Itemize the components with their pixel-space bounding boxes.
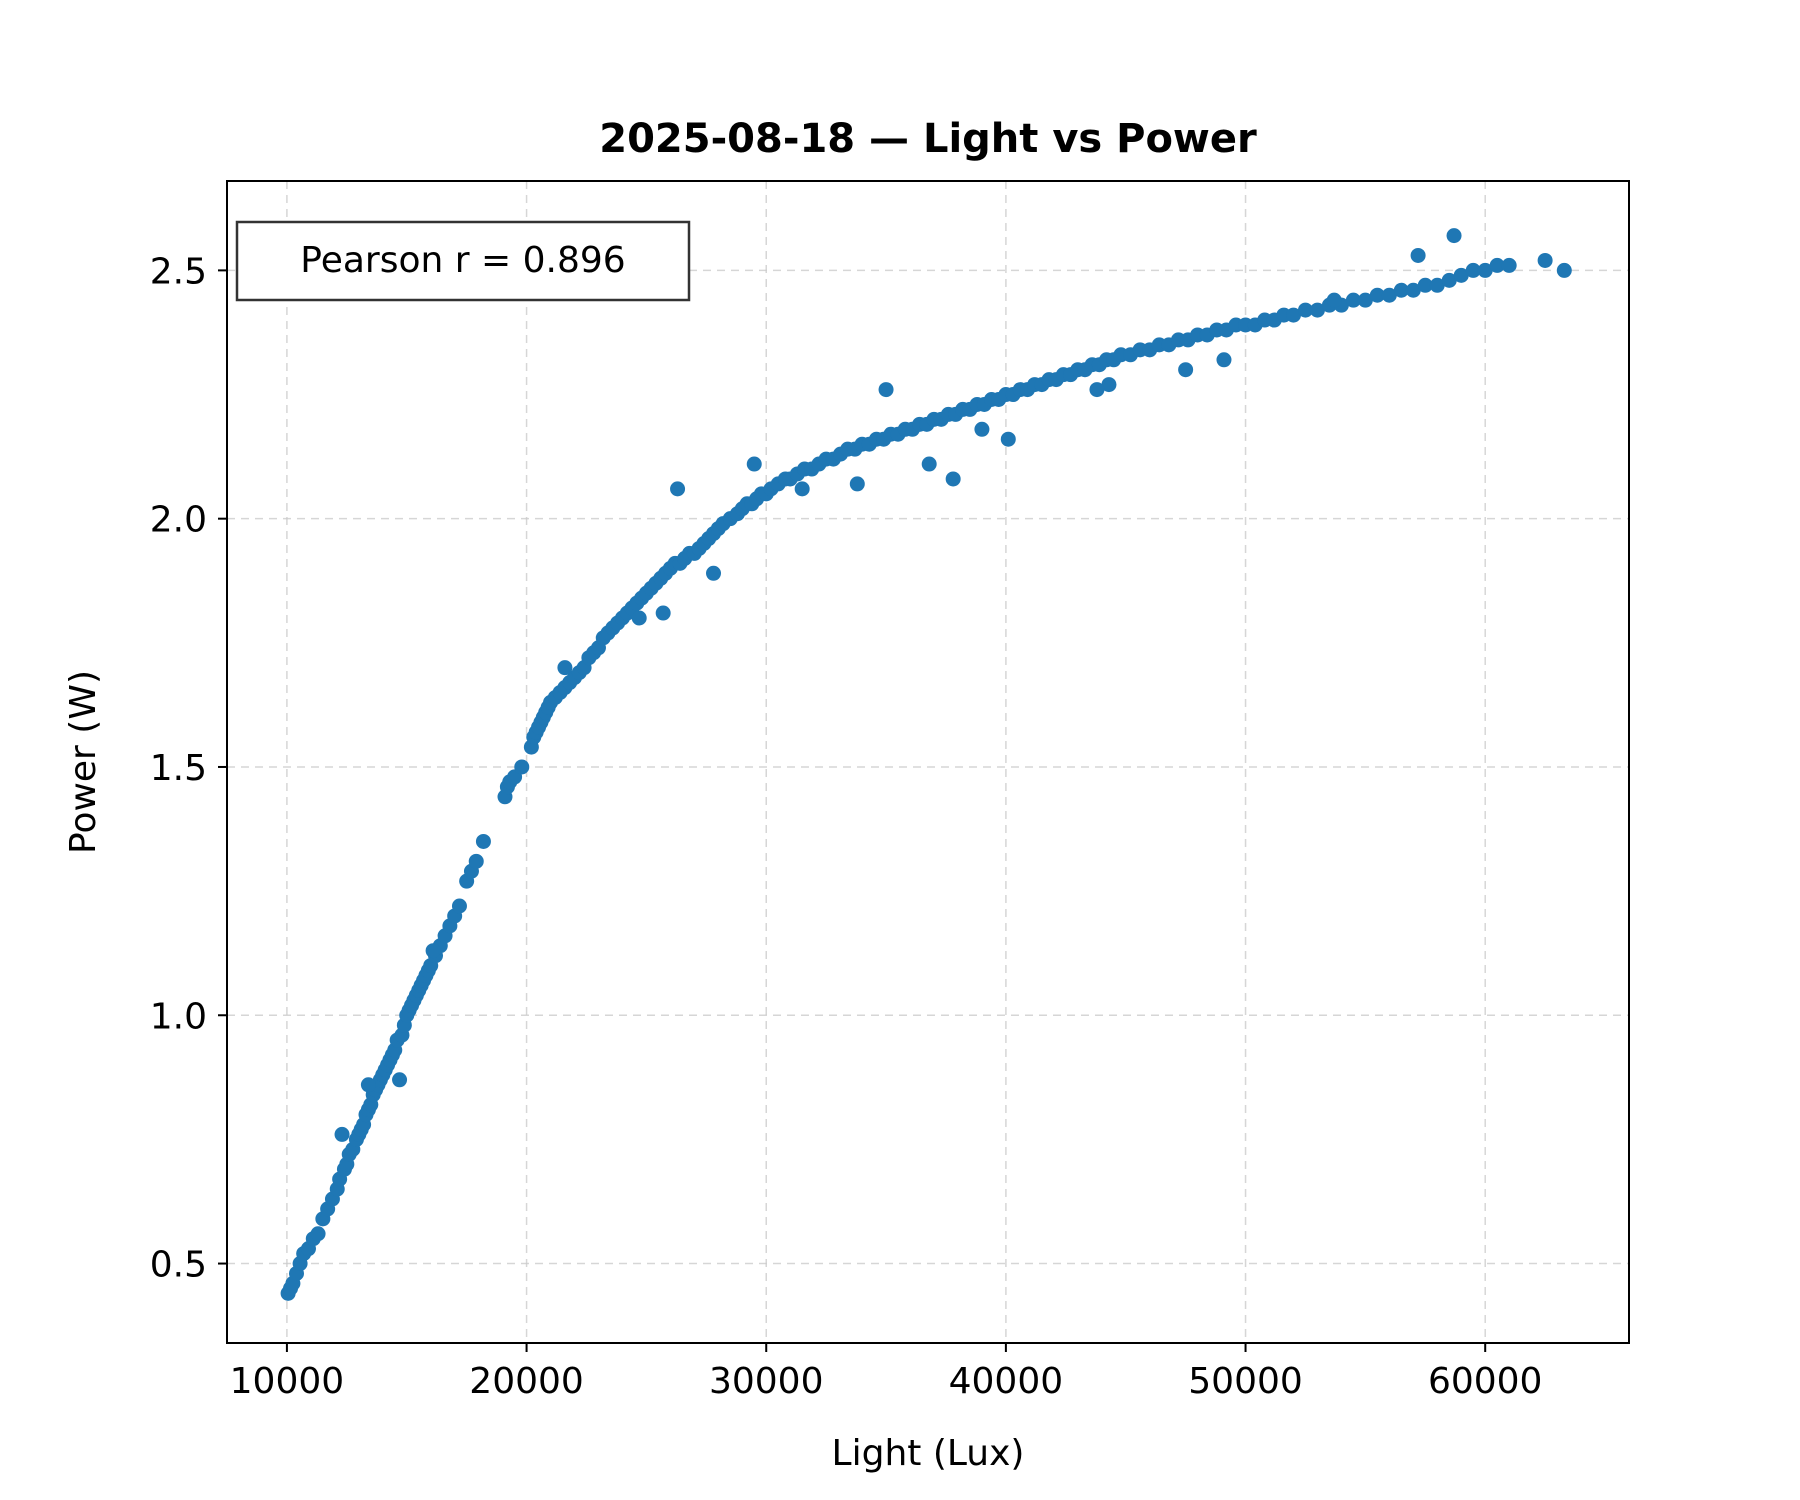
data-point bbox=[392, 1072, 408, 1088]
data-point bbox=[468, 853, 484, 869]
data-point bbox=[1489, 257, 1505, 273]
data-point bbox=[631, 610, 647, 626]
y-axis-label: Power (W) bbox=[63, 670, 104, 854]
grid-lines bbox=[227, 181, 1629, 1343]
data-point bbox=[1357, 292, 1373, 308]
data-point bbox=[1345, 292, 1361, 308]
x-tick-label: 10000 bbox=[230, 1361, 345, 1402]
data-point bbox=[514, 759, 530, 775]
data-point bbox=[1297, 302, 1313, 318]
y-tick-label: 2.0 bbox=[150, 500, 207, 541]
y-tick-label: 2.5 bbox=[150, 251, 207, 292]
data-point bbox=[1465, 262, 1481, 278]
data-point bbox=[1089, 382, 1105, 398]
data-point bbox=[1556, 262, 1572, 278]
data-point bbox=[1417, 277, 1433, 293]
data-point bbox=[1178, 362, 1194, 378]
data-point bbox=[1326, 292, 1342, 308]
data-point bbox=[945, 471, 961, 487]
chart-title: 2025-08-18 — Light vs Power bbox=[599, 116, 1257, 162]
data-point bbox=[974, 421, 990, 437]
x-axis-label: Light (Lux) bbox=[832, 1433, 1025, 1474]
data-point bbox=[1216, 352, 1232, 368]
data-point bbox=[334, 1126, 350, 1142]
data-point bbox=[1285, 307, 1301, 323]
x-tick-label: 30000 bbox=[709, 1361, 824, 1402]
data-point bbox=[1405, 282, 1421, 298]
data-point bbox=[1537, 252, 1553, 268]
annotation-frame bbox=[235, 220, 691, 302]
data-point bbox=[794, 481, 810, 497]
data-point bbox=[921, 456, 937, 472]
data-point bbox=[655, 605, 671, 621]
data-point bbox=[1101, 377, 1117, 393]
data-points bbox=[280, 228, 1572, 1301]
data-point bbox=[878, 382, 894, 398]
x-tick-label: 40000 bbox=[949, 1361, 1064, 1402]
data-point bbox=[1309, 302, 1325, 318]
data-point bbox=[310, 1226, 326, 1242]
data-point bbox=[706, 565, 722, 581]
x-tick-label: 60000 bbox=[1428, 1361, 1543, 1402]
data-point bbox=[1446, 228, 1462, 244]
y-tick-label: 0.5 bbox=[150, 1245, 207, 1286]
axis-ticks: 10000 20000 30000 40000 50000 60000 0.5 1.0 1.5 2… bbox=[150, 251, 1543, 1402]
y-tick-label: 1.0 bbox=[150, 996, 207, 1037]
x-tick-label: 50000 bbox=[1188, 1361, 1303, 1402]
x-tick-label: 20000 bbox=[469, 1361, 584, 1402]
data-point bbox=[557, 660, 573, 676]
y-tick-label: 1.5 bbox=[150, 748, 207, 789]
data-point bbox=[670, 481, 686, 497]
data-point bbox=[1501, 257, 1517, 273]
data-point bbox=[360, 1077, 376, 1093]
data-point bbox=[1453, 267, 1469, 283]
data-point bbox=[1429, 277, 1445, 293]
data-point bbox=[1000, 431, 1016, 447]
data-point bbox=[1477, 262, 1493, 278]
data-point bbox=[1369, 287, 1385, 303]
data-point bbox=[475, 833, 491, 849]
pearson-annotation: Pearson r = 0.896 bbox=[300, 240, 625, 281]
data-point bbox=[746, 456, 762, 472]
data-point bbox=[849, 476, 865, 492]
data-point bbox=[1381, 287, 1397, 303]
data-point bbox=[1393, 282, 1409, 298]
data-point bbox=[451, 898, 467, 914]
plot-frame bbox=[226, 180, 1630, 1344]
data-point bbox=[1410, 247, 1426, 263]
annotation-box: Pearson r = 0.896 bbox=[235, 220, 691, 302]
data-point bbox=[425, 943, 441, 959]
data-point bbox=[1441, 272, 1457, 288]
